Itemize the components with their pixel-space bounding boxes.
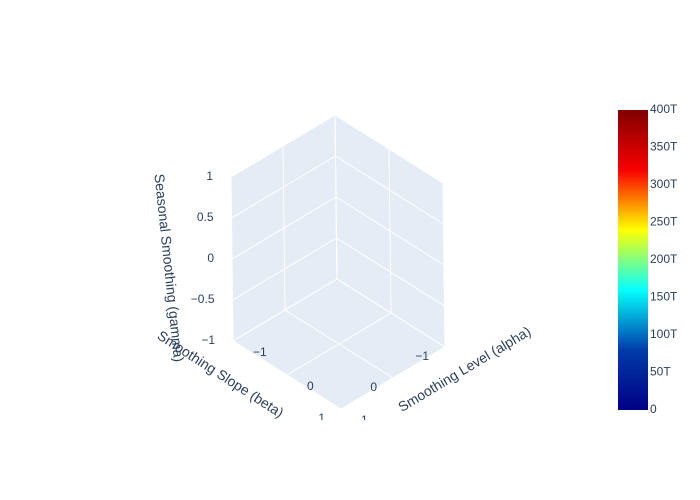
z-tick-label: 0 (207, 251, 214, 265)
colorbar-gradient (618, 110, 648, 410)
grid-z-wall-right (335, 155, 444, 225)
colorbar-tick-label: 100T (650, 327, 678, 341)
scene-gridlines (230, 114, 446, 410)
scene-panes (231, 115, 445, 409)
z-tick-label: 0.5 (197, 210, 214, 224)
grid-z-wall-left (231, 155, 336, 219)
y-tick-label: −1 (415, 349, 429, 363)
grid-z-wall-left (232, 278, 338, 342)
x-tick-label: 1 (361, 413, 368, 427)
z-tick-label: 1 (206, 169, 213, 183)
y-tick-label: 1 (318, 411, 325, 425)
colorbar-tick-label: 300T (650, 177, 678, 191)
grid-y-floor (284, 309, 394, 379)
colorbar-ticks: 0 50T 100T 150T 200T 250T 300T 350T 400T (650, 102, 678, 416)
scene-tick-labels: −1 0 1 −1 0 1 −1 −0.5 0 0.5 1 (191, 169, 430, 427)
3d-scene[interactable]: −101−101−1−0.500.51 Smoothing Level (alp… (151, 114, 533, 427)
grid-z-wall-right (336, 237, 445, 307)
x-tick-label: −1 (253, 345, 267, 359)
colorbar-tick-label: 0 (650, 402, 657, 416)
colorbar-tick-label: 350T (650, 140, 678, 154)
grid-z-wall-left (232, 237, 337, 301)
colorbar-tick-label: 50T (650, 365, 671, 379)
colorbar-tick-label: 400T (650, 102, 678, 116)
grid-z-wall-left (231, 196, 337, 260)
grid-z-wall-right (335, 196, 445, 266)
colorbar: 0 50T 100T 150T 200T 250T 300T 350T 400T (618, 102, 678, 416)
grid-z-wall-left (230, 114, 336, 178)
z-tick-label: −1 (201, 333, 215, 347)
grid-z-wall-right (336, 278, 446, 348)
colorbar-tick-label: 200T (650, 252, 678, 266)
colorbar-tick-label: 250T (650, 215, 678, 229)
grid-y-floor (232, 340, 342, 410)
z-axis-title: Seasonal Smoothing (gamma) (151, 173, 187, 363)
z-tick-label: −0.5 (191, 292, 215, 306)
grid-z-wall-right (334, 114, 444, 184)
x-tick-label: 0 (307, 379, 314, 393)
y-tick-label: 0 (370, 380, 377, 394)
colorbar-tick-label: 150T (650, 290, 678, 304)
